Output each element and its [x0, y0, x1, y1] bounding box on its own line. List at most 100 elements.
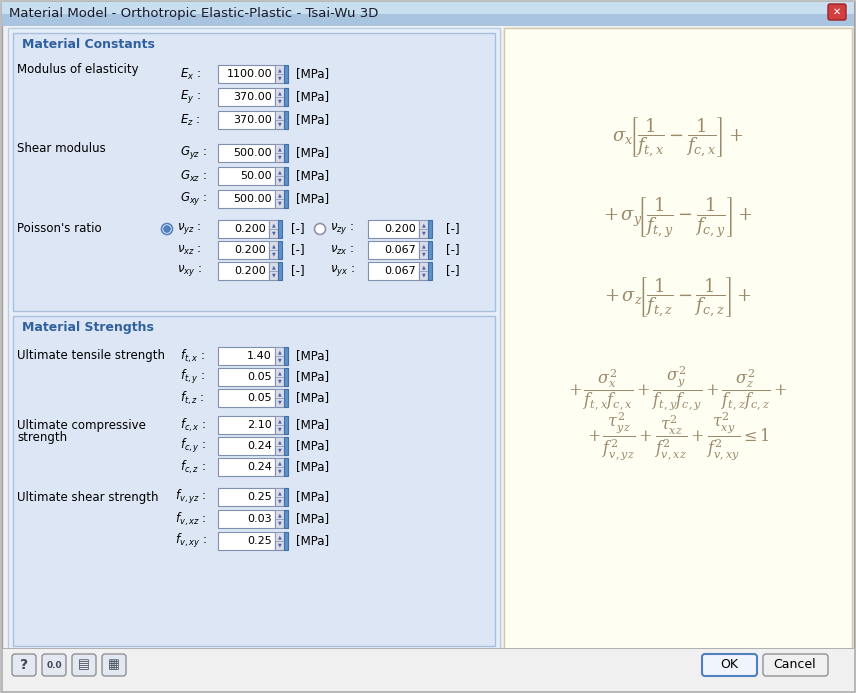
FancyBboxPatch shape — [42, 654, 66, 676]
Text: ▲: ▲ — [278, 91, 282, 96]
Bar — [2, 2, 854, 14]
Bar — [275, 190, 284, 199]
Text: $\nu_{xy}$ :: $\nu_{xy}$ : — [177, 263, 202, 279]
Text: 0.25: 0.25 — [247, 536, 272, 546]
Text: $E_y$ :: $E_y$ : — [180, 89, 201, 105]
Bar — [419, 262, 428, 280]
Bar — [218, 65, 275, 83]
Text: Cancel: Cancel — [774, 658, 817, 672]
Text: ▼: ▼ — [278, 498, 282, 503]
Bar — [275, 144, 284, 153]
Text: [MPa]: [MPa] — [296, 146, 329, 159]
Text: [MPa]: [MPa] — [296, 461, 329, 473]
Text: $+\,\dfrac{\tau_{yz}^2}{f_{v,yz}^2}+\dfrac{\tau_{xz}^2}{f_{v,xz}^2}+\dfrac{\tau_: $+\,\dfrac{\tau_{yz}^2}{f_{v,yz}^2}+\dfr… — [586, 410, 770, 462]
Bar — [269, 262, 278, 271]
Text: $E_x$ :: $E_x$ : — [180, 67, 201, 82]
Text: ▼: ▼ — [278, 98, 282, 103]
Text: 0.200: 0.200 — [235, 266, 266, 276]
Circle shape — [314, 224, 325, 234]
Text: [MPa]: [MPa] — [296, 349, 329, 362]
Bar — [284, 347, 288, 365]
Text: 0.067: 0.067 — [384, 245, 416, 255]
Circle shape — [162, 224, 173, 234]
Text: $\nu_{zx}$ :: $\nu_{zx}$ : — [330, 243, 354, 256]
Bar — [284, 458, 288, 476]
Text: 0.03: 0.03 — [247, 514, 272, 524]
Bar — [218, 262, 269, 280]
Text: ▲: ▲ — [278, 146, 282, 152]
Bar — [275, 111, 284, 129]
Bar — [275, 88, 284, 97]
Bar — [275, 167, 284, 176]
Text: $G_{yz}$ :: $G_{yz}$ : — [180, 145, 207, 161]
Text: ▼: ▼ — [278, 448, 282, 453]
Text: 0.200: 0.200 — [235, 245, 266, 255]
Text: ▼: ▼ — [272, 252, 276, 256]
Bar — [218, 144, 275, 162]
Bar — [284, 65, 288, 83]
Bar — [275, 416, 284, 434]
Bar — [275, 167, 284, 185]
Text: $\nu_{yz}$ :: $\nu_{yz}$ : — [177, 222, 201, 236]
Bar — [275, 532, 284, 550]
Bar — [428, 262, 432, 280]
Bar — [218, 167, 275, 185]
Bar — [368, 262, 419, 280]
Text: ▲: ▲ — [278, 114, 282, 119]
FancyBboxPatch shape — [763, 654, 828, 676]
Bar — [275, 458, 284, 467]
Bar — [284, 368, 288, 386]
Text: ?: ? — [20, 658, 28, 672]
Text: Shear modulus: Shear modulus — [17, 143, 106, 155]
Bar — [419, 220, 428, 238]
Bar — [218, 220, 269, 238]
Text: $f_{c,y}$ :: $f_{c,y}$ : — [180, 437, 206, 455]
Bar — [275, 65, 284, 83]
Text: 1100.00: 1100.00 — [226, 69, 272, 79]
Bar — [218, 241, 269, 259]
Bar — [275, 488, 284, 497]
Text: $f_{v,xz}$ :: $f_{v,xz}$ : — [175, 510, 206, 527]
Text: strength: strength — [17, 430, 67, 444]
Bar — [275, 347, 284, 356]
Text: $E_z$ :: $E_z$ : — [180, 112, 200, 128]
Bar — [269, 220, 278, 238]
Bar — [218, 389, 275, 407]
Text: $G_{xz}$ :: $G_{xz}$ : — [180, 168, 207, 184]
Text: 500.00: 500.00 — [234, 194, 272, 204]
Text: ▼: ▼ — [278, 76, 282, 80]
Text: ▼: ▼ — [272, 272, 276, 277]
Text: ▲: ▲ — [278, 439, 282, 444]
Bar — [284, 416, 288, 434]
Text: [MPa]: [MPa] — [296, 114, 329, 127]
Bar — [275, 389, 284, 398]
Bar — [419, 241, 428, 259]
Bar — [284, 167, 288, 185]
Text: Modulus of elasticity: Modulus of elasticity — [17, 64, 139, 76]
Text: ▼: ▼ — [278, 358, 282, 362]
Bar — [284, 532, 288, 550]
Text: 50.00: 50.00 — [241, 171, 272, 181]
Text: 500.00: 500.00 — [234, 148, 272, 158]
Bar — [275, 368, 284, 386]
Text: ▲: ▲ — [272, 265, 276, 270]
Bar — [218, 437, 275, 455]
Text: ▲: ▲ — [278, 513, 282, 518]
Text: ▲: ▲ — [422, 265, 426, 270]
Text: ▼: ▼ — [278, 378, 282, 383]
Text: Ultimate compressive: Ultimate compressive — [17, 419, 146, 432]
Text: ▼: ▼ — [278, 399, 282, 405]
Bar — [275, 144, 284, 162]
Bar — [278, 241, 282, 259]
Text: $f_{c,z}$ :: $f_{c,z}$ : — [180, 458, 206, 475]
Text: ▲: ▲ — [272, 243, 276, 249]
Text: [MPa]: [MPa] — [296, 170, 329, 182]
Bar — [275, 88, 284, 106]
Text: ▲: ▲ — [422, 222, 426, 227]
Text: ▼: ▼ — [422, 272, 426, 277]
FancyBboxPatch shape — [702, 654, 757, 676]
Bar — [504, 28, 852, 660]
Bar — [284, 437, 288, 455]
Text: [MPa]: [MPa] — [296, 67, 329, 80]
Bar — [8, 28, 500, 660]
